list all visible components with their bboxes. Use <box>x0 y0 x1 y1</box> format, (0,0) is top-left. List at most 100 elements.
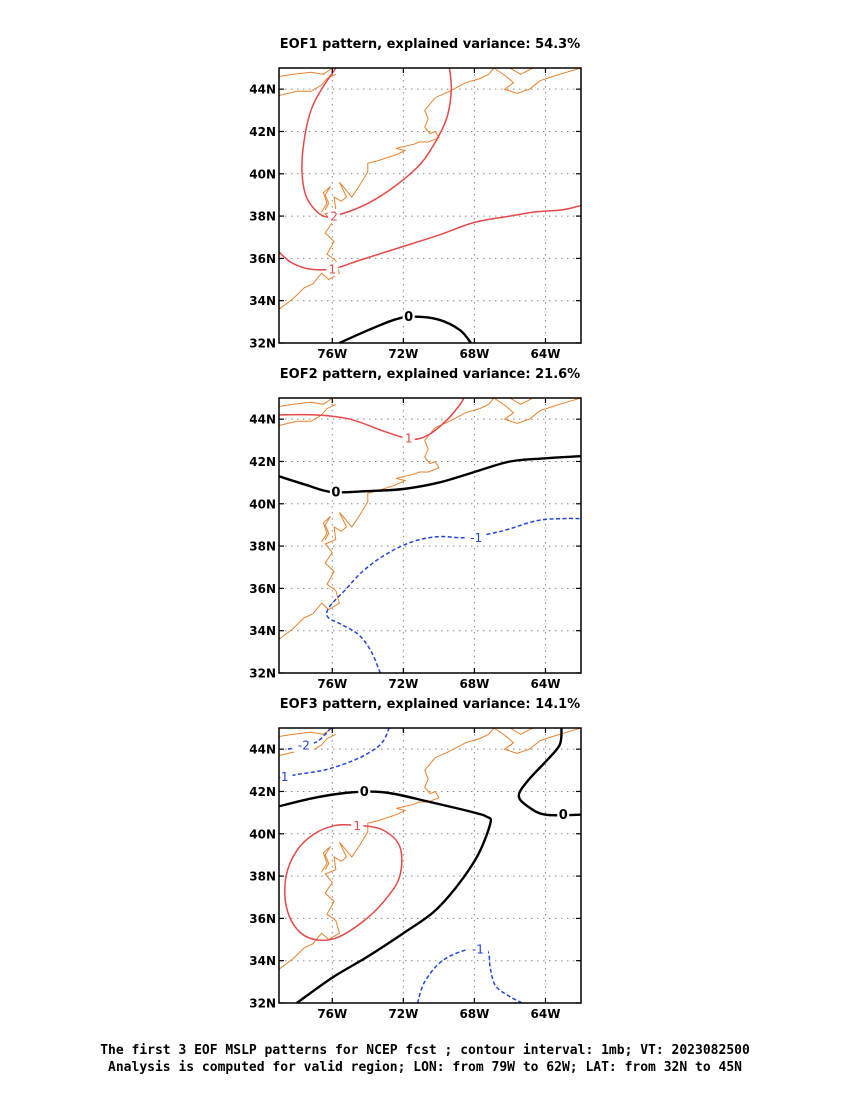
eof3-coastline <box>279 728 333 737</box>
svg-text:-1: -1 <box>472 943 484 957</box>
eof3-contour-label: 1 <box>351 818 364 833</box>
eof2-contour-0 <box>279 455 581 494</box>
eof2-contour-neg1 <box>325 517 581 673</box>
eof1-contour-2 <box>301 68 453 218</box>
eof2-y-tick-label: 38N <box>249 540 276 554</box>
eof3-contour-label: -1 <box>467 942 488 957</box>
eof1-contour-label: 2 <box>328 209 341 224</box>
eof2-coastline <box>279 398 495 640</box>
svg-text:0: 0 <box>559 808 568 823</box>
eof1-x-tick-label: 68W <box>459 347 489 360</box>
eof1-y-tick-label: 42N <box>249 125 276 139</box>
eof2-plot-area: 1 0 -1 <box>279 398 581 673</box>
eof3-map: EOF3 pattern, explained variance: 14.1% -… <box>249 697 582 1020</box>
eof3-coastline <box>321 846 331 873</box>
eof3-title: EOF3 pattern, explained variance: 14.1% <box>280 697 580 712</box>
svg-text:0: 0 <box>331 486 340 501</box>
eof3-y-tick-label: 32N <box>249 997 276 1011</box>
svg-text:0: 0 <box>404 310 413 325</box>
eof3-y-tick-label: 40N <box>249 827 276 841</box>
svg-text:1: 1 <box>328 262 336 276</box>
eof3-coastline <box>509 728 534 735</box>
eof2-x-tick-label: 64W <box>531 677 561 690</box>
eof1-contour-label: 0 <box>402 309 415 325</box>
eof3-x-tick-label: 64W <box>531 1007 561 1020</box>
eof2-coastline <box>279 398 333 407</box>
eof1-contour-label: 1 <box>326 261 339 276</box>
eof3-coastline <box>279 733 337 756</box>
eof2-contour-label: -1 <box>466 530 487 545</box>
eof2-title: EOF2 pattern, explained variance: 21.6% <box>280 367 580 382</box>
eof2-y-tick-label: 32N <box>249 667 276 681</box>
eof3-y-tick-label: 42N <box>249 785 276 799</box>
eof2-y-tick-label: 34N <box>249 624 276 638</box>
eof1-y-tick-label: 38N <box>249 210 276 224</box>
eof1-coastline <box>321 186 331 213</box>
eof1-y-tick-label: 40N <box>249 167 276 181</box>
eof1-y-tick-label: 36N <box>249 252 276 266</box>
eof1-coastline <box>493 68 581 94</box>
eof2-frame <box>278 397 582 674</box>
eof2-coastline <box>509 398 534 405</box>
eof2-x-tick-label: 72W <box>388 677 418 690</box>
eof3-plot-area: -2 -1 0 0 1 -1 <box>277 728 581 1003</box>
eof3-contour-label: 0 <box>358 784 371 800</box>
eof2-coastline <box>321 516 331 543</box>
eof3-panel: EOF3 pattern, explained variance: 14.1% -… <box>200 690 660 1020</box>
eof3-contour-label: 0 <box>557 807 570 823</box>
eof2-x-tick-label: 68W <box>459 677 489 690</box>
eof1-panel: EOF1 pattern, explained variance: 54.3% 2… <box>200 30 660 360</box>
eof3-coastline <box>279 728 495 970</box>
svg-text:1: 1 <box>405 432 413 446</box>
eof2-y-tick-label: 42N <box>249 455 276 469</box>
eof1-x-tick-label: 64W <box>531 347 561 360</box>
svg-text:1: 1 <box>353 819 361 833</box>
eof2-y-tick-label: 44N <box>249 413 276 427</box>
eof1-x-tick-label: 76W <box>317 347 347 360</box>
svg-text:-1: -1 <box>277 770 289 784</box>
eof3-y-tick-label: 34N <box>249 954 276 968</box>
figure-caption-line-2: Analysis is computed for valid region; L… <box>108 1060 742 1075</box>
eof3-contour-label: -2 <box>293 737 314 752</box>
svg-text:0: 0 <box>360 785 369 800</box>
eof2-panel: EOF2 pattern, explained variance: 21.6% 1… <box>200 360 660 690</box>
eof2-contour-label: 1 <box>402 431 415 446</box>
eof3-x-tick-label: 72W <box>388 1007 418 1020</box>
eof3-contour-label: -1 <box>277 769 293 784</box>
eof1-coastline <box>279 68 495 310</box>
eof1-contour-1 <box>279 204 581 271</box>
eof2-x-tick-label: 76W <box>317 677 347 690</box>
eof1-y-tick-label: 32N <box>249 337 276 351</box>
eof3-y-tick-label: 36N <box>249 912 276 926</box>
eof2-contour-label: 0 <box>329 485 342 501</box>
eof1-coastline <box>509 68 534 75</box>
eof1-frame <box>278 67 582 344</box>
svg-text:-1: -1 <box>470 531 482 545</box>
figure-caption-line-1: The first 3 EOF MSLP patterns for NCEP f… <box>100 1043 750 1058</box>
eof3-contour-0 <box>279 790 493 1003</box>
eof1-coastline <box>279 73 337 96</box>
eof1-y-tick-label: 44N <box>249 83 276 97</box>
eof3-contour-neg1 <box>279 728 390 780</box>
svg-text:2: 2 <box>330 210 338 224</box>
eof3-contour-0 <box>517 728 581 817</box>
eof3-contour-neg2 <box>287 728 332 750</box>
eof1-plot-area: 2 1 0 <box>279 68 581 343</box>
eof2-coastline <box>493 398 581 424</box>
eof3-x-tick-label: 76W <box>317 1007 347 1020</box>
eof2-y-tick-label: 36N <box>249 582 276 596</box>
eof2-map: EOF2 pattern, explained variance: 21.6% 1… <box>249 367 582 690</box>
eof3-y-tick-label: 44N <box>249 743 276 757</box>
eof3-x-tick-label: 68W <box>459 1007 489 1020</box>
eof2-coastline <box>279 403 337 426</box>
eof3-y-tick-label: 38N <box>249 870 276 884</box>
svg-text:-2: -2 <box>298 738 310 752</box>
eof2-y-tick-label: 40N <box>249 497 276 511</box>
eof1-y-tick-label: 34N <box>249 294 276 308</box>
eof1-coastline <box>279 68 333 77</box>
eof3-contour-1 <box>284 823 403 942</box>
eof1-x-tick-label: 72W <box>388 347 418 360</box>
eof1-map: EOF1 pattern, explained variance: 54.3% 2… <box>249 37 582 360</box>
eof3-coastline <box>493 728 581 754</box>
eof3-frame <box>278 727 582 1004</box>
